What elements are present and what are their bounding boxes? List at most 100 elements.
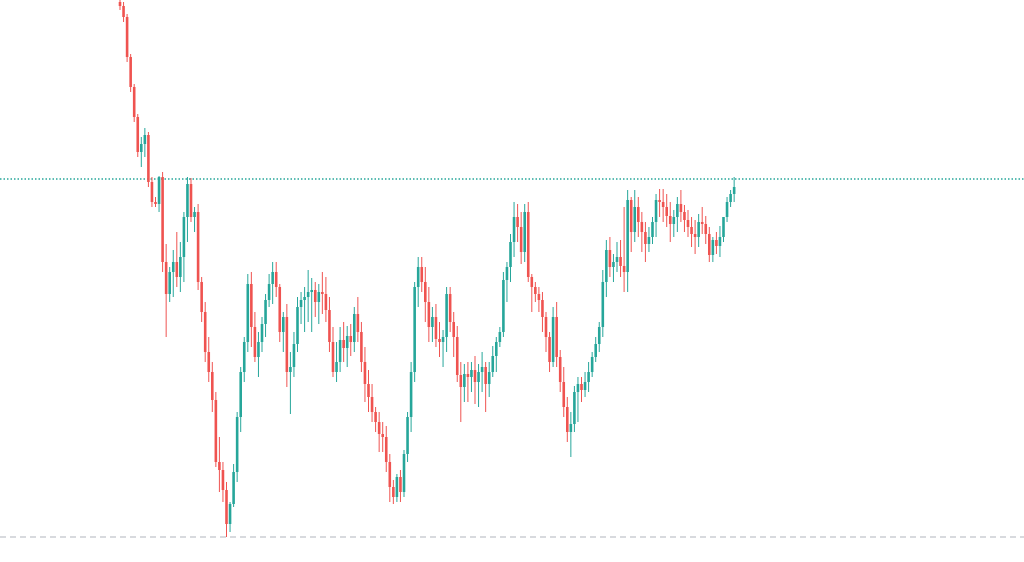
candle — [566, 397, 569, 442]
candle-body-down — [661, 202, 665, 207]
candle — [466, 362, 470, 402]
candle — [129, 54, 132, 92]
candle-body-down — [715, 240, 718, 246]
candle-body-down — [384, 437, 388, 462]
candle-body-down — [580, 384, 583, 390]
candle — [512, 202, 516, 257]
candle — [349, 324, 353, 356]
candle — [718, 226, 722, 257]
candle — [459, 362, 463, 422]
candle — [633, 190, 637, 242]
candle-body-down — [225, 490, 228, 524]
candle — [587, 362, 590, 392]
candle — [715, 232, 718, 254]
candle-body-down — [452, 322, 455, 337]
candle — [182, 212, 186, 282]
candle — [310, 278, 313, 332]
candle — [164, 244, 168, 337]
candle — [544, 312, 548, 352]
candle-body-down — [374, 412, 377, 422]
candle — [228, 502, 232, 532]
candle-body-up — [491, 356, 495, 372]
candle-body-up — [718, 237, 722, 246]
candle — [409, 362, 413, 432]
candle-body-down — [686, 220, 690, 227]
candle — [477, 364, 480, 407]
candle — [573, 386, 576, 432]
candle — [207, 337, 211, 382]
candle — [125, 14, 129, 62]
candle-body-down — [516, 217, 519, 227]
candle — [487, 362, 491, 397]
candle — [551, 307, 555, 367]
candle — [463, 364, 466, 402]
candle-body-up — [445, 294, 448, 337]
candle-body-down — [399, 477, 402, 492]
candle-body-up — [299, 300, 303, 307]
candle-body-down — [328, 310, 331, 342]
candle-body-down — [438, 339, 441, 342]
candle-body-down — [207, 352, 211, 372]
candle-body-down — [562, 382, 566, 407]
candle-body-up — [470, 370, 473, 377]
candle — [221, 462, 225, 502]
candle-body-up — [505, 267, 509, 280]
candle-body-down — [285, 317, 289, 372]
candle — [580, 377, 583, 402]
candle-body-down — [331, 342, 335, 372]
candle-body-up — [587, 372, 590, 382]
candle — [285, 304, 289, 387]
candle — [289, 352, 292, 414]
candle — [590, 352, 594, 377]
candle — [225, 482, 228, 537]
candle — [353, 307, 356, 352]
candle — [576, 377, 580, 422]
candle — [427, 287, 431, 342]
candle-body-up — [594, 344, 597, 357]
candle — [651, 217, 654, 244]
candle — [431, 307, 434, 342]
candle — [242, 337, 246, 382]
candle — [189, 178, 193, 222]
candle-body-up — [605, 250, 608, 282]
candle-body-up — [551, 317, 555, 362]
candle-body-up — [179, 257, 182, 277]
candle — [661, 189, 665, 222]
candle — [175, 232, 179, 287]
candle-body-down — [690, 227, 693, 234]
candle — [448, 287, 452, 332]
candle-body-down — [154, 202, 157, 204]
candle-body-up — [626, 200, 629, 272]
candle-body-down — [132, 87, 136, 117]
candle — [583, 372, 587, 397]
candle-body-down — [253, 327, 257, 357]
candle-body-up — [441, 337, 445, 342]
candle — [193, 207, 196, 232]
candle — [445, 287, 448, 352]
candle-body-up — [523, 212, 526, 252]
candle-body-up — [431, 317, 434, 327]
candle-body-down — [622, 266, 626, 272]
candle-body-up — [157, 177, 161, 204]
candle-body-up — [193, 212, 196, 217]
candle — [441, 330, 445, 367]
candle-body-up — [353, 314, 356, 342]
reference-lines — [0, 178, 1024, 538]
candle-body-down — [519, 227, 523, 252]
candle-body-up — [672, 217, 676, 224]
candle-body-down — [683, 212, 686, 220]
candle — [321, 272, 324, 314]
candle — [541, 292, 544, 332]
candle-body-up — [583, 382, 587, 390]
candle-body-up — [317, 292, 321, 302]
candle-body-down — [129, 57, 132, 87]
candle — [306, 270, 310, 322]
candle — [562, 367, 566, 417]
candle-body-up — [310, 290, 313, 292]
candle-body-down — [274, 272, 278, 287]
candle — [257, 332, 260, 377]
candle-body-down — [629, 200, 633, 232]
candle-body-down — [360, 332, 363, 362]
candle-body-up — [590, 357, 594, 372]
